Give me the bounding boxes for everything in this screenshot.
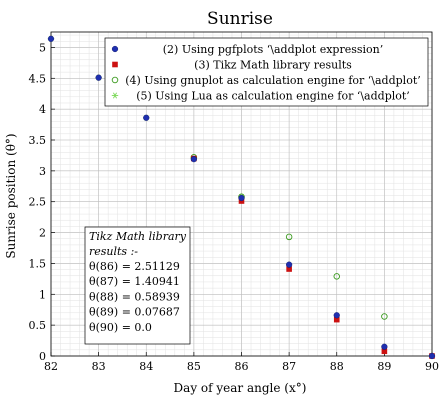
legend-marker (111, 45, 119, 53)
x-tick-label: 83 (92, 360, 106, 373)
data-point-series-1 (190, 156, 197, 163)
annotation-box: Tikz Math library results :- θ(86) = 2.511… (84, 226, 191, 345)
chart-title: Sunrise (207, 9, 273, 29)
data-point-series-1 (238, 194, 245, 202)
y-tick-label: 5 (39, 41, 46, 54)
data-points (47, 35, 436, 360)
legend-marker (111, 92, 119, 99)
y-tick-label: 3.5 (29, 134, 47, 147)
x-tick-label: 84 (139, 360, 153, 373)
legend-label: (4) Using gnuplot as calculation engine … (125, 74, 420, 87)
legend: (2) Using pgfplots ‘\addplot expression’… (104, 37, 429, 107)
y-tick-label: 0 (39, 350, 46, 363)
x-tick-label: 85 (187, 360, 201, 373)
x-axis-label: Day of year angle (x°) (174, 381, 307, 395)
x-tick-label: 87 (282, 360, 296, 373)
annotation-line: θ(87) = 1.40941 (89, 275, 180, 288)
annotation-line: θ(89) = 0.07687 (89, 306, 180, 319)
data-point-series-1 (143, 114, 150, 121)
data-point-series-2 (333, 316, 340, 323)
x-tick-label: 86 (235, 360, 249, 373)
legend-label: (5) Using Lua as calculation engine for … (136, 90, 410, 103)
data-point-series-3 (285, 233, 293, 241)
legend-marker (111, 76, 119, 84)
legend-label: (3) Tikz Math library results (194, 59, 352, 72)
data-point-series-2 (381, 348, 388, 355)
annotation-line: θ(88) = 0.58939 (89, 290, 180, 303)
data-point-series-2 (286, 266, 292, 272)
legend-box (104, 37, 429, 107)
annotation-heading: Tikz Math library (89, 230, 187, 243)
y-tick-label: 1.5 (29, 257, 47, 270)
data-point-series-1 (333, 312, 340, 319)
annotation-frame (84, 226, 191, 345)
y-tick-label: 2 (39, 227, 46, 240)
x-tick-label: 89 (377, 360, 391, 373)
data-point-series-1 (286, 261, 293, 268)
y-tick-label: 3 (39, 165, 46, 178)
data-point-series-1 (381, 343, 388, 350)
x-tick-label: 82 (44, 360, 58, 373)
x-tick-label: 90 (425, 360, 439, 373)
y-tick-label: 4.5 (29, 72, 47, 85)
y-tick-label: 1 (39, 288, 46, 301)
x-tick-label: 88 (330, 360, 344, 373)
y-tick-label: 4 (39, 103, 46, 116)
data-point-series-3 (333, 273, 341, 280)
annotation-line: θ(86) = 2.51129 (89, 260, 180, 273)
legend-marker (112, 61, 118, 68)
y-axis-label: Sunrise position (θ°) (4, 133, 18, 258)
y-tick-label: 0.5 (29, 319, 47, 332)
y-tick-label: 2.5 (29, 196, 47, 209)
data-point-series-3 (381, 313, 388, 320)
data-point-series-1 (47, 35, 55, 42)
annotation-line: θ(90) = 0.0 (89, 321, 152, 334)
annotation-heading: results :- (89, 245, 138, 258)
data-point-series-1 (428, 352, 436, 360)
data-point-series-1 (95, 74, 102, 81)
legend-label: (2) Using pgfplots ‘\addplot expression’ (163, 43, 384, 56)
